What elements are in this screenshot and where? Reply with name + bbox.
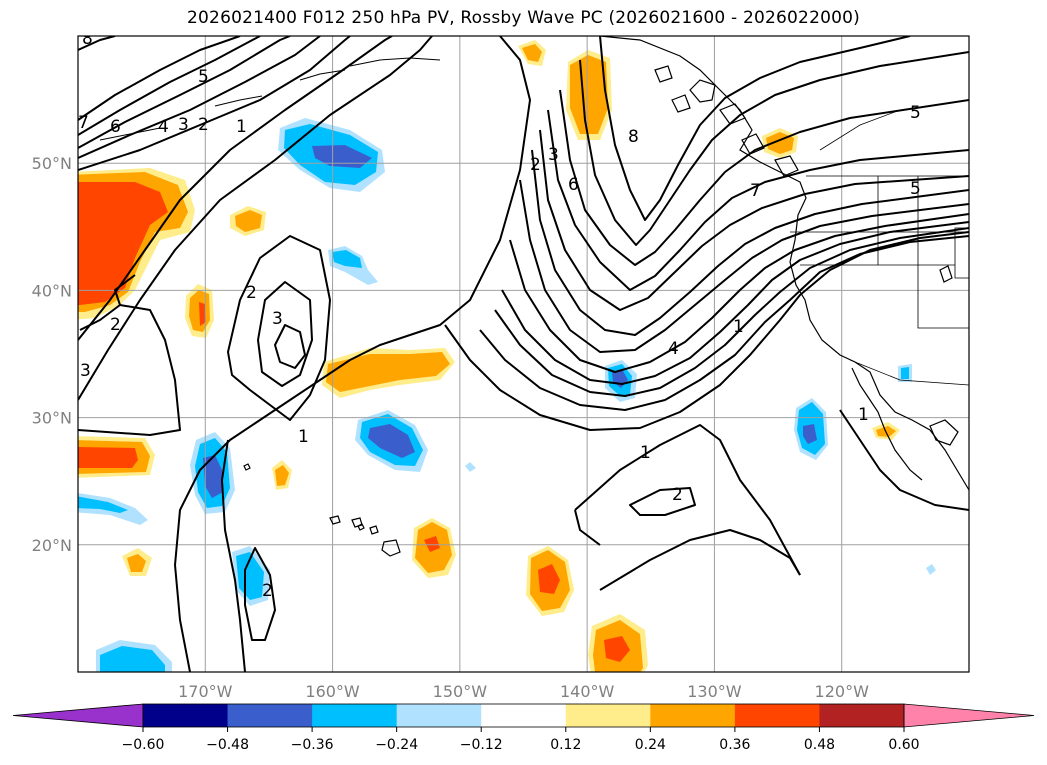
contour-label: 4 xyxy=(668,339,679,359)
latitude-tick-label: 50°N xyxy=(32,154,72,173)
longitude-tick-label: 160°W xyxy=(305,682,360,701)
coastlines xyxy=(99,36,969,557)
map-area: 8 7 6 5 4 3 2 1 2 3 2 3 2 3 6 8 7 5 5 4 … xyxy=(78,29,969,672)
colorbar-labels: −0.60 −0.48 −0.36 −0.24 −0.12 0.12 0.24 0.36 0.4… xyxy=(122,727,920,753)
colorbar-bin xyxy=(650,704,736,727)
longitude-tick-label: 150°W xyxy=(433,682,488,701)
contour-label: 1 xyxy=(733,317,744,337)
longitude-labels: 170°W 160°W 150°W 140°W 130°W 120°W xyxy=(178,682,869,701)
gridlines xyxy=(78,36,969,672)
contour-label: 4 xyxy=(158,117,169,137)
map-title: 2026021400 F012 250 hPa PV, Rossby Wave … xyxy=(187,8,860,28)
map-frame xyxy=(77,35,970,673)
contour-label: 6 xyxy=(110,117,121,137)
contour-label: 1 xyxy=(236,117,247,137)
contour-label: 2 xyxy=(672,485,683,505)
latitude-labels: 20°N 30°N 40°N 50°N xyxy=(32,154,72,555)
colorbar-bin xyxy=(819,704,905,727)
latitude-tick-label: 30°N xyxy=(32,409,72,428)
contour-label: 1 xyxy=(858,405,869,425)
latitude-tick-label: 20°N xyxy=(32,536,72,555)
contour-label: 3 xyxy=(80,361,91,381)
contour-label: 8 xyxy=(82,29,93,49)
contour-label: 8 xyxy=(628,127,639,147)
colorbar-tick-label: −0.48 xyxy=(206,737,249,753)
colorbar-outline xyxy=(142,703,905,728)
colorbar-tick-label: 0.12 xyxy=(550,737,581,753)
colorbar-tick-label: 0.24 xyxy=(635,737,666,753)
latitude-tick-label: 40°N xyxy=(32,281,72,300)
colorbar-bin xyxy=(396,704,482,727)
colorbar-tick-label: 0.60 xyxy=(888,737,919,753)
colorbar-tick-label: −0.12 xyxy=(460,737,503,753)
colorbar-tick-label: −0.36 xyxy=(291,737,334,753)
contour-label: 3 xyxy=(272,309,283,329)
contour-labels: 8 7 6 5 4 3 2 1 2 3 2 3 2 3 6 8 7 5 5 4 … xyxy=(78,29,921,601)
colorbar-bin xyxy=(227,704,313,727)
longitude-tick-label: 120°W xyxy=(815,682,870,701)
longitude-tick-label: 140°W xyxy=(560,682,615,701)
north-america-coast xyxy=(599,36,969,491)
colorbar-extend-low xyxy=(12,703,144,728)
contour-label: 2 xyxy=(246,283,257,303)
contour-label: 5 xyxy=(910,103,921,123)
contour-label: 2 xyxy=(530,155,541,175)
colorbar-extend-high xyxy=(903,703,1035,728)
contour-label: 1 xyxy=(640,443,651,463)
contour-label: 3 xyxy=(548,145,559,165)
contour-label: 3 xyxy=(178,115,189,135)
colorbar-tick-label: 0.48 xyxy=(804,737,835,753)
colorbar-bin xyxy=(143,704,229,727)
colorbar-bin xyxy=(312,704,398,727)
colorbar-tick-label: 0.36 xyxy=(719,737,750,753)
contour-label: 2 xyxy=(262,581,273,601)
contour-label: 1 xyxy=(298,427,309,447)
contour-label: 7 xyxy=(78,113,89,133)
contour-label: 2 xyxy=(198,115,209,135)
longitude-tick-label: 130°W xyxy=(687,682,742,701)
rossby-wave-pc-contours xyxy=(78,36,969,672)
colorbar-bin xyxy=(734,704,820,727)
longitude-tick-label: 170°W xyxy=(178,682,233,701)
hawaii-islands xyxy=(329,515,401,557)
contour-label: 5 xyxy=(198,67,209,87)
contour-label: 6 xyxy=(568,175,579,195)
colorbar-tick-label: −0.60 xyxy=(122,737,165,753)
colorbar xyxy=(12,703,1035,728)
contour-label: 5 xyxy=(910,179,921,199)
colorbar-bin xyxy=(565,704,651,727)
colorbar-tick-label: −0.24 xyxy=(375,737,418,753)
political-borders xyxy=(790,99,969,386)
colorbar-bin xyxy=(481,704,567,727)
contour-label: 7 xyxy=(750,181,761,201)
contour-label: 2 xyxy=(110,315,121,335)
